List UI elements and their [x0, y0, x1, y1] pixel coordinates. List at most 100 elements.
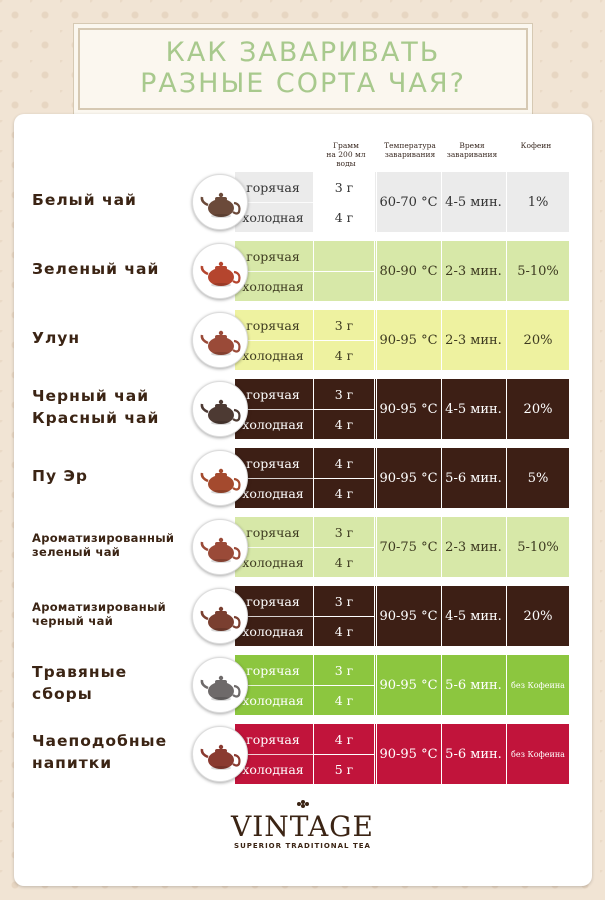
caffeine-value: без Кофеина	[506, 724, 569, 784]
brew-type-divider	[243, 202, 313, 203]
time-value: 5-6 мин.	[441, 448, 505, 508]
brew-type-cold: холодная	[242, 209, 304, 225]
tea-row: Ароматизированный зеленый чай горячая холод…	[0, 517, 605, 577]
tea-name-line: Ароматизированный	[32, 531, 175, 545]
tea-name: Улун	[32, 327, 80, 349]
header-time: Время заваривания	[446, 141, 498, 159]
brew-type-cold: холодная	[242, 554, 304, 570]
teapot-icon	[192, 450, 248, 506]
brew-type-cold: холодная	[242, 347, 304, 363]
header-temperature: Температура заваривания	[384, 141, 436, 159]
brew-type-hot: горячая	[246, 662, 300, 678]
grams-cold: 4 г	[313, 340, 375, 370]
tea-name-line: Ароматизированый	[32, 600, 167, 614]
temp-value: 90-95 °С	[376, 724, 440, 784]
teapot-icon	[192, 726, 248, 782]
brew-type-cold: холодная	[242, 692, 304, 708]
temp-value: 90-95 °С	[376, 310, 440, 370]
tea-name: Черный чай Красный чай	[32, 385, 159, 429]
time-value: 4-5 мин.	[441, 172, 505, 232]
tea-name-line: черный чай	[32, 614, 114, 628]
caffeine-value: 5-10%	[506, 517, 569, 577]
grams-cold	[313, 271, 375, 301]
brew-type-hot: горячая	[246, 455, 300, 471]
tea-name-line: напитки	[32, 754, 113, 772]
time-value: 4-5 мин.	[441, 586, 505, 646]
title-line-1: КАК ЗАВАРИВАТЬ	[165, 37, 441, 68]
time-value: 5-6 мин.	[441, 724, 505, 784]
tea-name-line: зеленый чай	[32, 545, 121, 559]
brew-type-divider	[243, 616, 313, 617]
brew-type-cold: холодная	[242, 278, 304, 294]
grams-hot: 4 г	[313, 448, 375, 478]
teapot-icon	[192, 243, 248, 299]
caffeine-value: 20%	[506, 586, 569, 646]
caffeine-value: 5-10%	[506, 241, 569, 301]
tea-name-line: Красный чай	[32, 409, 160, 427]
teapot-icon	[192, 174, 248, 230]
caffeine-value: 1%	[506, 172, 569, 232]
brew-type-hot: горячая	[246, 731, 300, 747]
tea-name: Пу Эр	[32, 465, 88, 487]
brew-type-divider	[243, 340, 313, 341]
brew-type-hot: горячая	[246, 593, 300, 609]
tea-row: Зеленый чай горячая холодная 80-90 °С 2-3 ми…	[0, 241, 605, 301]
tea-name-line: Черный чай	[32, 387, 150, 405]
brew-type-hot: горячая	[246, 179, 300, 195]
temp-value: 60-70 °С	[376, 172, 440, 232]
brand-logo: VINTAGE SUPERIOR TRADITIONAL TEA	[0, 812, 605, 851]
tea-name-line: сборы	[32, 685, 93, 703]
brew-type-divider	[243, 478, 313, 479]
brew-type-divider	[243, 409, 313, 410]
teapot-icon	[192, 381, 248, 437]
tea-name-line: Улун	[32, 329, 81, 347]
grams-hot: 3 г	[313, 379, 375, 409]
temp-value: 90-95 °С	[376, 655, 440, 715]
title-banner: КАК ЗАВАРИВАТЬ РАЗНЫЕ СОРТА ЧАЯ?	[78, 28, 528, 110]
grams-hot: 3 г	[313, 172, 375, 202]
grams-cold: 4 г	[313, 685, 375, 715]
brew-type-cold: холодная	[242, 623, 304, 639]
title-line-2: РАЗНЫЕ СОРТА ЧАЯ?	[140, 68, 466, 99]
caffeine-value: 5%	[506, 448, 569, 508]
temp-value: 80-90 °С	[376, 241, 440, 301]
tea-row-band: горячая холодная 80-90 °С 2-3 мин. 5-10%	[235, 241, 569, 301]
grams-cold: 4 г	[313, 616, 375, 646]
brew-type-hot: горячая	[246, 248, 300, 264]
tea-name: Травяные сборы	[32, 661, 127, 705]
temp-value: 90-95 °С	[376, 586, 440, 646]
temp-value: 90-95 °С	[376, 379, 440, 439]
grams-cold: 5 г	[313, 754, 375, 784]
tea-name-line: Пу Эр	[32, 467, 88, 485]
brand-tagline: SUPERIOR TRADITIONAL TEA	[234, 842, 371, 850]
teapot-icon	[192, 657, 248, 713]
brew-type-divider	[243, 754, 313, 755]
grams-cold: 4 г	[313, 478, 375, 508]
tea-name-line: Зеленый чай	[32, 260, 160, 278]
brew-type-divider	[243, 547, 313, 548]
time-value: 2-3 мин.	[441, 241, 505, 301]
teapot-icon	[192, 519, 248, 575]
time-value: 2-3 мин.	[441, 517, 505, 577]
brew-type-hot: горячая	[246, 524, 300, 540]
teapot-icon	[192, 588, 248, 644]
header-caffeine: Кофеин	[520, 141, 552, 150]
temp-value: 90-95 °С	[376, 448, 440, 508]
vintage-ornament-icon	[297, 800, 309, 808]
teapot-icon	[192, 312, 248, 368]
grams-hot: 3 г	[313, 517, 375, 547]
tea-name: Ароматизированный зеленый чай	[32, 531, 174, 559]
caffeine-value: 20%	[506, 379, 569, 439]
brew-type-cold: холодная	[242, 416, 304, 432]
tea-name: Чаеподобные напитки	[32, 730, 167, 774]
tea-name-line: Чаеподобные	[32, 732, 168, 750]
